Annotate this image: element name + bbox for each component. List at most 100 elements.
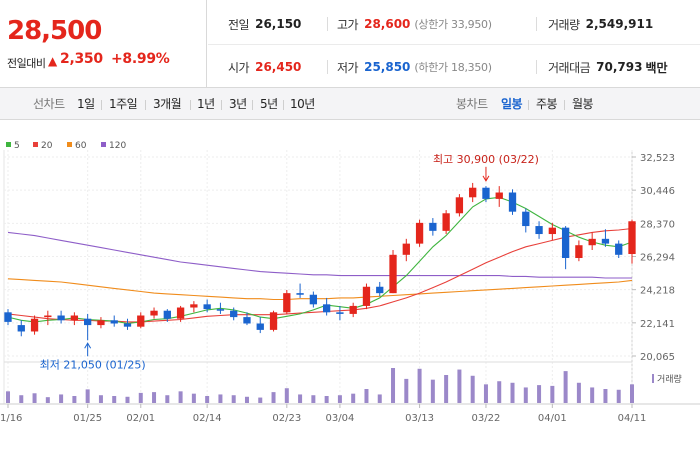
candle-body	[508, 192, 517, 212]
legend-swatch	[33, 142, 38, 147]
candle-body	[561, 227, 570, 259]
volume-bar	[218, 394, 223, 403]
y-tick-label: 26,294	[640, 253, 675, 264]
volume-bar	[537, 385, 542, 403]
candle-body	[30, 318, 39, 332]
x-tick-label: 02/01	[126, 413, 155, 424]
price-box: 28,500 전일대비 ▲ 2,350 +8.99%	[0, 0, 207, 88]
tab-divider	[221, 100, 222, 110]
volume-bar	[45, 397, 50, 403]
legend-label: 5	[14, 141, 20, 151]
candle-body	[601, 238, 610, 244]
volume-bar	[298, 394, 303, 403]
legend-label: 60	[75, 141, 87, 151]
candle-body	[243, 317, 251, 324]
volume-bar	[590, 387, 595, 403]
tab-1week[interactable]: 1주일	[109, 97, 138, 111]
candlestick-chart-svg: 32,523 30,446 28,370 26,294 24,218 22,141 20,0…	[0, 141, 700, 424]
current-price: 28,500	[7, 16, 102, 46]
line-chart-label: 선차트	[33, 97, 65, 111]
open-label: 시가	[228, 60, 250, 75]
tab-3month[interactable]: 3개월	[153, 97, 182, 111]
tab-monthly[interactable]: 월봉	[572, 97, 594, 111]
candle-body	[269, 312, 278, 330]
y-tick-label: 24,218	[640, 286, 675, 297]
candle-body	[216, 309, 225, 311]
trade-amount: 거래대금 70,793 백만	[548, 45, 668, 89]
volume-bar	[563, 371, 568, 403]
prev-close-label: 전일	[228, 17, 250, 32]
x-tick-label: 03/04	[326, 413, 355, 424]
candle-body	[17, 325, 25, 332]
volume-bar	[417, 368, 422, 403]
x-tick-label: 02/23	[272, 413, 301, 424]
candle-body	[176, 307, 185, 319]
x-tick-label: 04/01	[538, 413, 567, 424]
volume: 거래량 2,549,911	[548, 2, 653, 46]
lower-limit: (하한가 18,350)	[414, 61, 492, 74]
tab-10year[interactable]: 10년	[290, 97, 315, 111]
tab-weekly[interactable]: 주봉	[536, 97, 558, 111]
change-rate: +8.99%	[111, 51, 170, 67]
ma5-line	[7, 196, 633, 325]
x-tick-label: 03/22	[472, 413, 501, 424]
candle-body	[402, 243, 410, 255]
candle-body	[495, 192, 503, 199]
candle-body	[110, 320, 118, 324]
candle-body	[123, 323, 132, 327]
amount-label: 거래대금	[548, 60, 591, 75]
candle-body	[309, 294, 318, 305]
volume-bar	[178, 391, 183, 403]
volume-bar	[138, 392, 143, 403]
candle-body	[283, 293, 291, 313]
volume-bar	[6, 391, 10, 403]
volume-bar	[231, 395, 236, 403]
low-annotation: 최저 21,050 (01/25)	[40, 358, 146, 371]
tab-daily[interactable]: 일봉	[501, 97, 523, 111]
high-value: 28,600	[364, 17, 411, 31]
volume-bar	[391, 368, 396, 403]
volume-bar	[523, 387, 528, 403]
volume-bar	[404, 378, 409, 403]
candle-body	[322, 304, 331, 313]
tab-3year[interactable]: 3년	[229, 97, 247, 111]
tab-divider	[564, 100, 565, 110]
candle-body	[84, 318, 92, 326]
candle-body	[522, 211, 530, 227]
tab-1day[interactable]: 1일	[77, 97, 95, 111]
volume-bar	[444, 375, 449, 403]
upper-limit: (상한가 33,950)	[414, 18, 492, 31]
candle-body	[455, 197, 464, 214]
divider	[327, 17, 328, 31]
chart-period-tabs: 선차트 1일 1주일 3개월 1년 3년 5년 10년 봉차트 일봉 주봉 월봉	[0, 88, 700, 120]
x-tick-label: 01/25	[73, 413, 102, 424]
legend-label: 20	[41, 141, 53, 151]
volume-bar	[191, 393, 196, 403]
volume-legend-label: 거래량	[657, 373, 682, 385]
high-annotation: 최고 30,900 (03/22)	[433, 153, 539, 166]
volume-bar	[125, 396, 130, 403]
candle-body	[482, 187, 490, 199]
volume-bar	[271, 392, 276, 403]
candle-body	[70, 315, 79, 321]
tab-5year[interactable]: 5년	[260, 97, 278, 111]
x-tick-label: 04/11	[618, 413, 647, 424]
tab-1year[interactable]: 1년	[197, 97, 215, 111]
volume-bar	[550, 385, 555, 403]
amount-unit: 백만	[645, 60, 668, 75]
volume-bar	[32, 393, 37, 403]
volume-bar	[351, 393, 356, 403]
candle-body	[548, 227, 556, 235]
legend-swatch	[101, 142, 106, 147]
y-tick-label: 20,065	[640, 352, 675, 363]
candle-body	[4, 312, 12, 322]
candle-body	[588, 238, 596, 246]
volume-bar	[576, 382, 581, 403]
high-label: 고가	[337, 17, 359, 32]
volume-bar	[112, 396, 117, 403]
ma60-line	[7, 278, 633, 301]
tab-divider	[145, 100, 146, 110]
tab-divider	[528, 100, 529, 110]
volume-bar	[616, 389, 621, 403]
volume-bar	[483, 384, 488, 403]
